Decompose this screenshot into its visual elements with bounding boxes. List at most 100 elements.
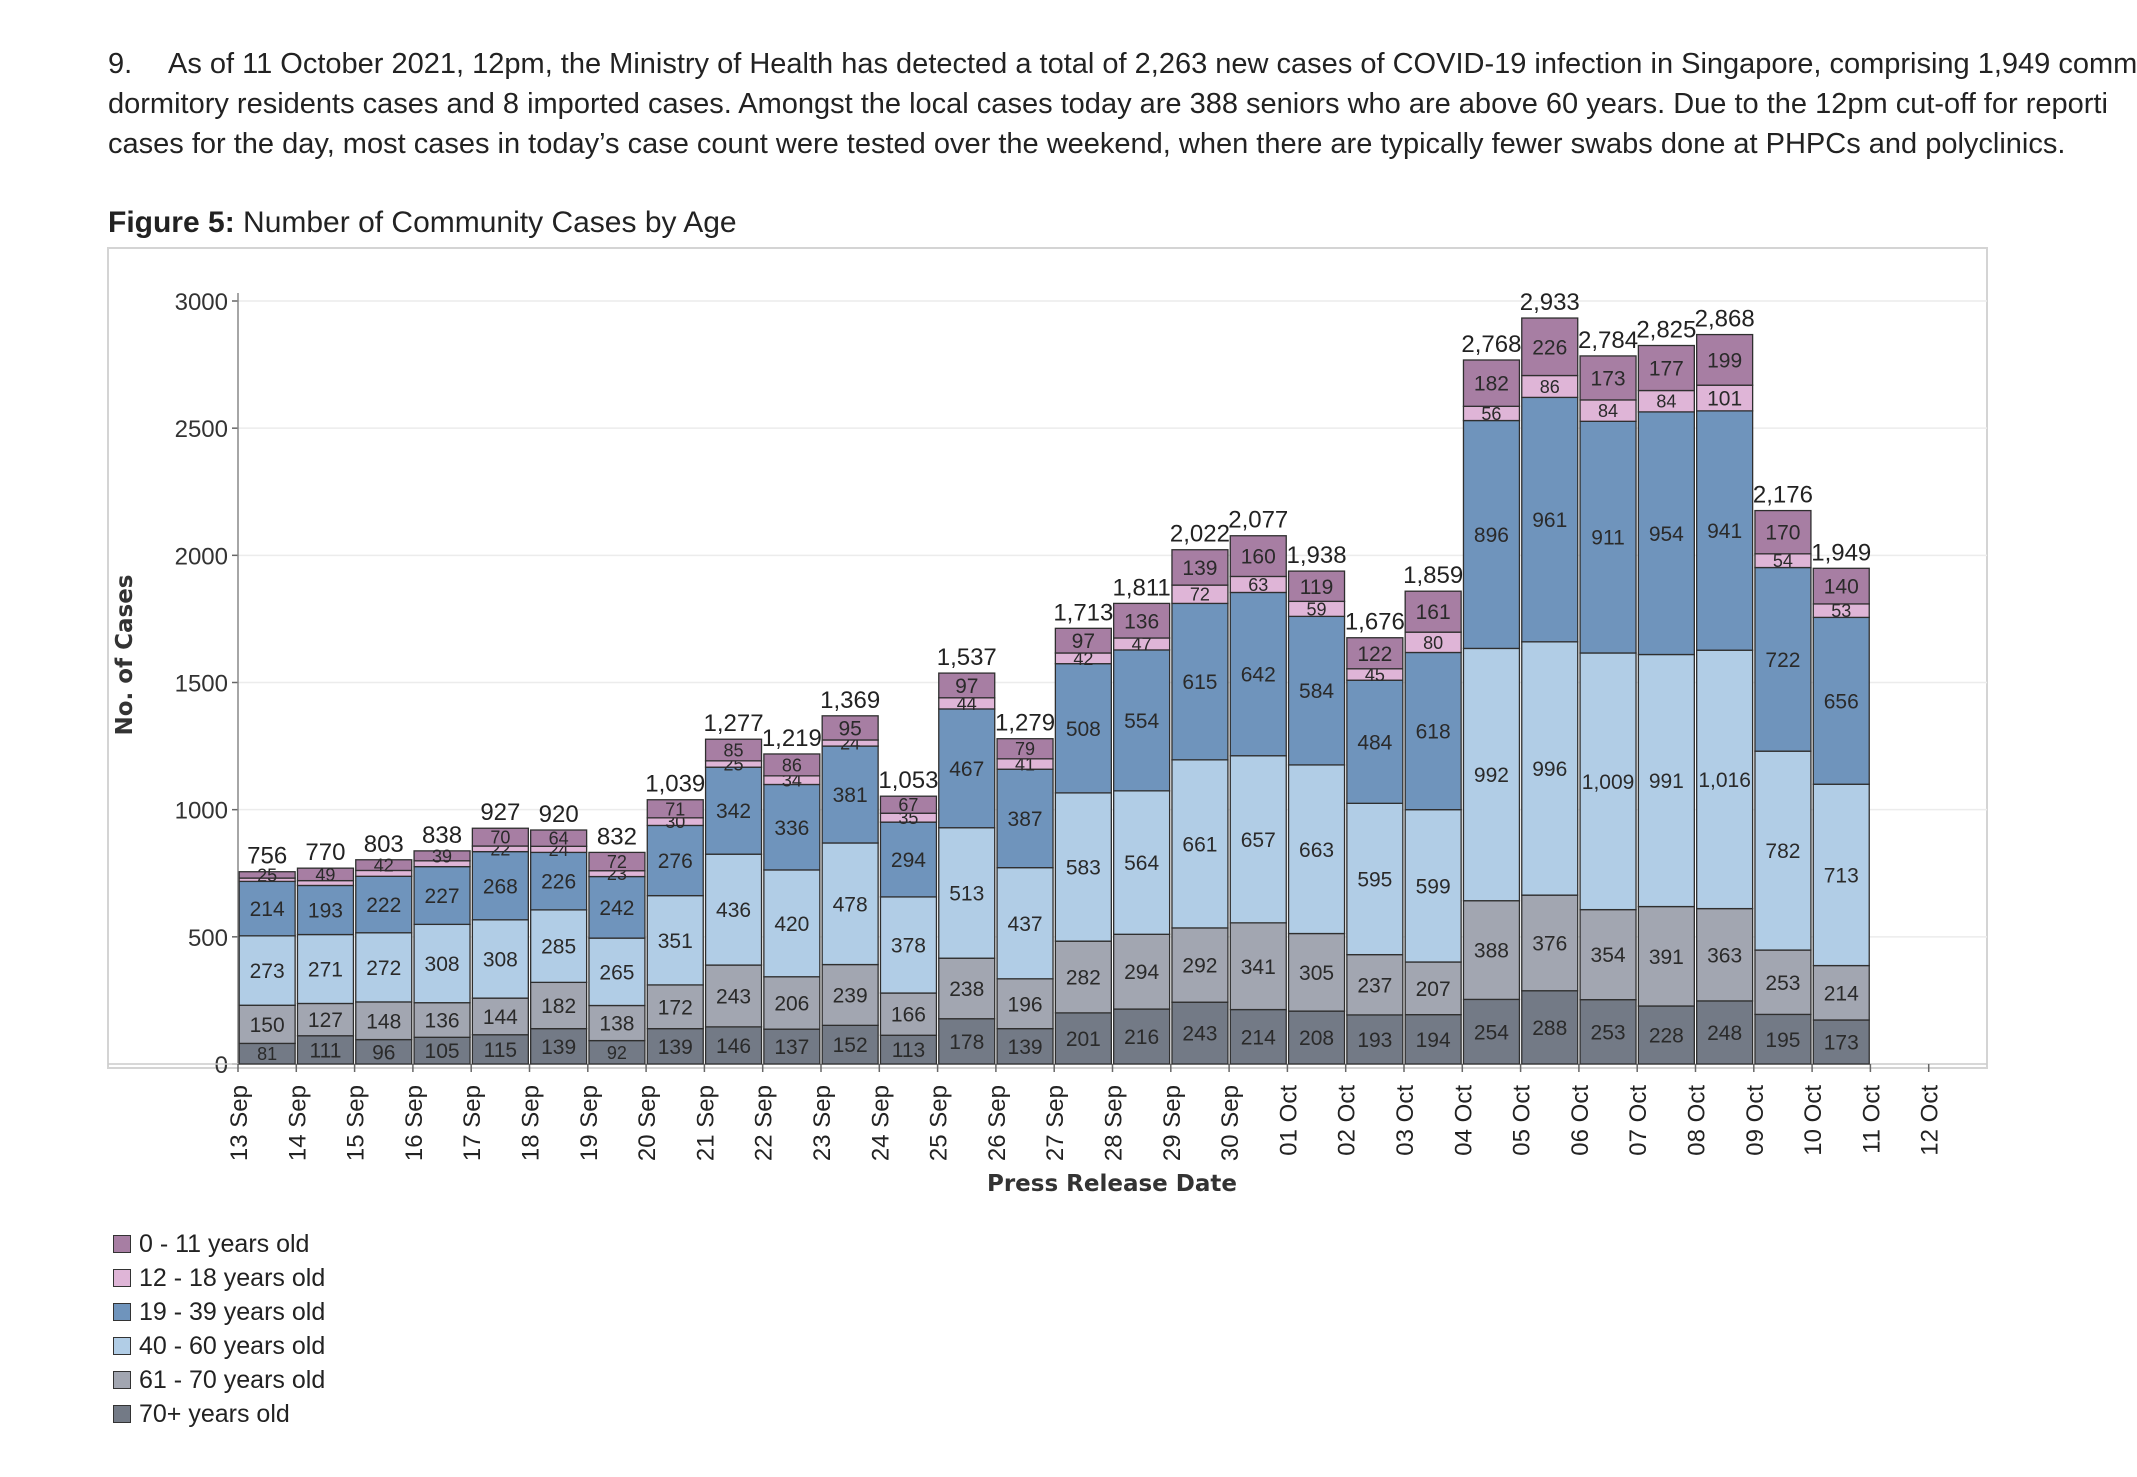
- bar-segment-61-70: [1637, 905, 1695, 1007]
- segment-label: 478: [833, 893, 868, 916]
- bar-segment-70+: [413, 1036, 471, 1065]
- bar-total-label: 1,859: [1403, 562, 1463, 589]
- segment-label: 341: [1241, 956, 1276, 979]
- bar-segment-0-11: [879, 795, 938, 814]
- segment-label: 144: [483, 1006, 518, 1029]
- segment-label: 170: [1765, 522, 1800, 545]
- segment-label: 193: [1357, 1029, 1392, 1052]
- bar-segment-61-70: [1579, 908, 1637, 1001]
- bar-segment-19-39: [1696, 410, 1754, 651]
- bar-segment-19-39: [1346, 679, 1404, 804]
- segment-label: 71: [665, 799, 685, 819]
- segment-label: 308: [483, 949, 518, 972]
- segment-label: 243: [716, 986, 751, 1009]
- segment-label: 227: [425, 885, 460, 908]
- segment-label: 253: [1591, 1021, 1626, 1044]
- segment-label: 216: [1124, 1026, 1159, 1049]
- legend-item: 19 - 39 years old: [113, 1295, 325, 1329]
- bar-segment-61-70: [1113, 933, 1171, 1010]
- bar-segment-19-39: [1579, 420, 1637, 654]
- segment-label: 206: [774, 993, 809, 1016]
- bar-segment-19-39: [1113, 649, 1171, 792]
- chart-legend: 0 - 11 years old 12 - 18 years old 19 - 39…: [113, 1227, 325, 1431]
- segment-label: 996: [1532, 758, 1567, 781]
- bar-total-label: 1,219: [762, 725, 822, 752]
- segment-label: 282: [1066, 967, 1101, 990]
- bar-segment-40-60: [238, 935, 296, 1006]
- x-tick-label: 30 Sep: [1217, 1085, 1244, 1161]
- segment-label: 201: [1066, 1028, 1101, 1051]
- segment-label: 85: [724, 741, 744, 761]
- segment-label: 388: [1474, 940, 1509, 963]
- segment-label: 554: [1124, 710, 1159, 733]
- x-tick-label: 14 Sep: [284, 1085, 311, 1161]
- bar-segment-70+: [296, 1035, 355, 1065]
- paragraph-line-1-text: As of 11 October 2021, 12pm, the Ministr…: [168, 48, 2137, 80]
- x-tick-label: 23 Sep: [809, 1085, 836, 1161]
- segment-label: 214: [250, 898, 285, 921]
- bar-segment-0-11: [1287, 570, 1346, 603]
- y-tick-label: 1500: [175, 671, 228, 698]
- chart-frame: [107, 247, 1988, 1069]
- segment-label: 64: [549, 829, 569, 849]
- bar-segment-70+: [763, 1028, 821, 1065]
- bar-segment-0-11: [1054, 627, 1112, 654]
- segment-label: 661: [1182, 833, 1217, 856]
- segment-label: 56: [1481, 404, 1501, 424]
- x-tick-label: 09 Oct: [1742, 1085, 1769, 1156]
- bar-segment-61-70: [996, 978, 1054, 1030]
- bar-total-label: 1,676: [1345, 609, 1405, 636]
- bar-total-label: 2,933: [1520, 289, 1580, 316]
- bar-segment-61-70: [355, 1001, 413, 1041]
- bar-segment-0-11: [821, 715, 879, 741]
- segment-label: 54: [1773, 551, 1793, 571]
- x-tick-label: 11 Oct: [1858, 1085, 1885, 1154]
- bar-segment-40-60: [938, 827, 996, 959]
- x-tick-label: 07 Oct: [1625, 1085, 1652, 1156]
- figure-label: Figure 5:: [108, 206, 235, 239]
- bar-segment-19-39: [413, 865, 471, 926]
- segment-label: 713: [1824, 864, 1859, 887]
- legend-label: 19 - 39 years old: [139, 1297, 326, 1326]
- segment-label: 911: [1591, 527, 1624, 550]
- segment-label: 226: [1532, 336, 1567, 359]
- bar-segment-61-70: [646, 984, 704, 1030]
- bar-segment-19-39: [879, 821, 938, 898]
- bar-segment-40-60: [588, 937, 646, 1007]
- legend-label: 0 - 11 years old: [139, 1229, 310, 1258]
- bar-segment-61-70: [1754, 949, 1812, 1016]
- segment-label: 173: [1824, 1032, 1859, 1055]
- figure-title: Figure 5: Number of Community Cases by A…: [108, 206, 737, 240]
- segment-label: 242: [599, 897, 634, 920]
- bar-segment-0-11: [1812, 567, 1870, 605]
- legend-swatch: [113, 1337, 131, 1355]
- x-tick-label: 29 Sep: [1159, 1085, 1186, 1161]
- bar-total-label: 2,784: [1578, 327, 1638, 354]
- x-tick-label: 15 Sep: [343, 1085, 370, 1161]
- bar-segment-0-11: [1171, 549, 1229, 586]
- bar-segment-12-18: [1696, 384, 1754, 412]
- segment-label: 214: [1824, 982, 1859, 1005]
- segment-label: 207: [1416, 978, 1451, 1001]
- bar-total-label: 803: [364, 831, 404, 858]
- segment-label: 42: [1073, 649, 1093, 669]
- segment-label: 342: [716, 800, 751, 823]
- bar-segment-0-11: [1229, 535, 1287, 578]
- segment-label: 467: [949, 758, 984, 781]
- bar-segment-19-39: [1404, 651, 1462, 811]
- figure-caption: Number of Community Cases by Age: [243, 206, 737, 239]
- segment-label: 991: [1649, 770, 1684, 793]
- bar-segment-61-70: [938, 957, 996, 1020]
- bar-segment-19-39: [238, 880, 296, 937]
- paragraph-line-1: 9. As of 11 October 2021, 12pm, the Minis…: [108, 44, 2137, 84]
- segment-label: 618: [1416, 721, 1451, 744]
- bar-segment-40-60: [1637, 653, 1695, 908]
- bar-total-label: 2,022: [1170, 521, 1230, 548]
- segment-label: 288: [1532, 1017, 1567, 1040]
- segment-label: 294: [1124, 961, 1159, 984]
- segment-label: 253: [1765, 972, 1800, 995]
- bar-segment-0-11: [1462, 359, 1521, 407]
- bar-segment-70+: [1404, 1014, 1462, 1065]
- x-tick-label: 01 Oct: [1275, 1085, 1302, 1156]
- segment-label: 961: [1532, 509, 1567, 532]
